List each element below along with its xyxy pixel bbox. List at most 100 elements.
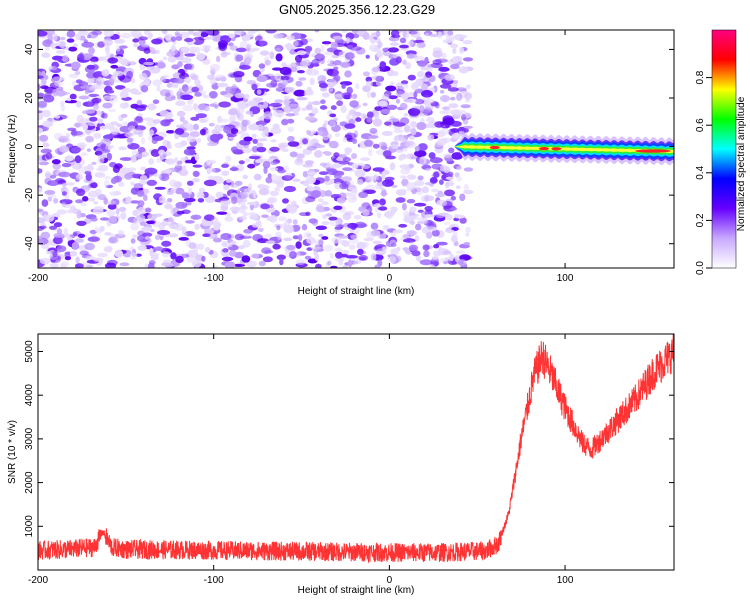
- noise-speckle: [283, 237, 293, 242]
- noise-speckle: [326, 68, 334, 76]
- noise-speckle: [388, 47, 399, 53]
- noise-speckle: [398, 83, 409, 90]
- noise-speckle: [278, 216, 287, 222]
- noise-speckle: [395, 56, 402, 64]
- noise-speckle: [292, 219, 298, 225]
- noise-speckle: [161, 240, 172, 247]
- noise-speckle: [374, 114, 379, 121]
- noise-speckle: [459, 193, 466, 202]
- spectrogram-y-ticks: -40 -20 0 20 40: [24, 43, 674, 251]
- noise-speckle: [303, 92, 315, 96]
- noise-speckle: [255, 40, 268, 47]
- noise-speckle: [238, 245, 245, 250]
- noise-speckle: [372, 47, 382, 53]
- noise-speckle: [38, 92, 45, 99]
- noise-speckle: [306, 236, 316, 245]
- noise-speckle: [206, 168, 211, 175]
- noise-speckle: [275, 53, 283, 62]
- noise-speckle: [48, 65, 58, 71]
- noise-speckle: [202, 233, 211, 237]
- noise-speckle: [130, 155, 137, 163]
- noise-speckle: [375, 75, 385, 82]
- noise-speckle: [449, 253, 454, 262]
- noise-speckle: [270, 160, 278, 166]
- noise-speckle: [86, 148, 91, 152]
- noise-speckle: [213, 225, 220, 231]
- noise-speckle: [187, 249, 199, 258]
- noise-speckle: [324, 175, 330, 182]
- noise-speckle: [315, 225, 327, 230]
- noise-speckle: [205, 30, 214, 34]
- noise-speckle: [247, 201, 258, 206]
- noise-speckle: [365, 76, 373, 83]
- noise-speckle: [292, 178, 301, 182]
- noise-speckle: [71, 80, 77, 87]
- noise-speckle: [81, 41, 95, 48]
- noise-speckle: [140, 226, 152, 231]
- noise-speckle: [422, 186, 429, 194]
- noise-speckle: [41, 199, 49, 207]
- noise-speckle: [59, 41, 66, 49]
- noise-speckle: [166, 83, 173, 88]
- noise-speckle: [52, 162, 61, 170]
- noise-speckle: [167, 222, 178, 228]
- noise-speckle: [222, 248, 229, 253]
- noise-speckle: [143, 61, 155, 66]
- noise-speckle: [444, 74, 456, 81]
- colorbar-tick-label: 0.0: [695, 261, 706, 275]
- noise-speckle: [293, 40, 299, 47]
- noise-speckle: [179, 116, 185, 122]
- noise-speckle: [261, 247, 272, 255]
- noise-speckle: [103, 38, 113, 46]
- snr-x-label: Height of straight line (km): [298, 585, 415, 596]
- noise-speckle: [167, 198, 173, 203]
- noise-speckle: [400, 175, 407, 179]
- noise-speckle: [302, 163, 314, 168]
- noise-speckle: [157, 62, 166, 69]
- noise-speckle: [451, 152, 464, 160]
- noise-speckle: [275, 87, 284, 92]
- noise-speckle: [390, 143, 399, 150]
- noise-speckle: [289, 98, 295, 103]
- noise-speckle: [360, 157, 371, 161]
- noise-speckle: [155, 246, 163, 251]
- noise-speckle: [357, 162, 365, 166]
- noise-speckle: [352, 169, 359, 173]
- noise-speckle: [344, 52, 355, 60]
- noise-speckle: [454, 214, 466, 219]
- noise-speckle: [197, 198, 205, 203]
- signal-peak: [551, 147, 562, 151]
- noise-speckle: [180, 46, 190, 54]
- noise-speckle: [38, 235, 43, 240]
- noise-speckle: [159, 173, 170, 182]
- noise-speckle: [225, 86, 232, 93]
- noise-speckle: [263, 166, 268, 174]
- noise-speckle: [59, 263, 67, 268]
- noise-speckle: [385, 85, 397, 92]
- noise-speckle: [74, 155, 82, 164]
- noise-speckle: [369, 127, 378, 134]
- noise-speckle: [66, 30, 76, 38]
- y-tick-label: 5000: [24, 340, 35, 363]
- noise-speckle: [38, 208, 44, 213]
- noise-speckle: [433, 171, 440, 179]
- noise-speckle: [106, 89, 115, 94]
- noise-speckle: [283, 95, 291, 100]
- noise-speckle: [399, 117, 410, 125]
- noise-speckle: [166, 130, 175, 134]
- noise-speckle: [396, 89, 405, 95]
- y-tick-label: 40: [24, 43, 35, 55]
- noise-speckle: [218, 196, 230, 201]
- x-tick-label: 100: [557, 273, 574, 284]
- noise-speckle: [44, 190, 56, 195]
- noise-speckle: [124, 133, 134, 138]
- noise-speckle: [69, 93, 77, 100]
- noise-speckle: [184, 76, 191, 84]
- noise-speckle: [140, 137, 146, 145]
- noise-speckle: [198, 103, 207, 111]
- noise-speckle: [304, 45, 313, 52]
- noise-speckle: [419, 105, 425, 113]
- noise-speckle: [181, 226, 187, 235]
- noise-speckle: [71, 162, 82, 170]
